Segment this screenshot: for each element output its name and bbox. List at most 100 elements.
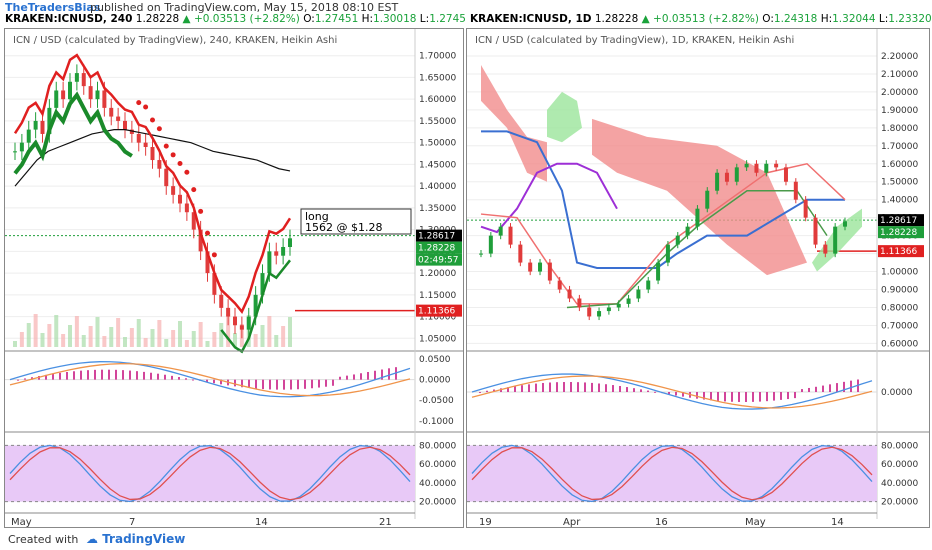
macd-histogram-bar [73,371,75,380]
timer-label: 02:49:57 [418,256,458,266]
candle-body [267,251,272,274]
stoch-y-tick: 20.0000 [419,498,456,508]
volume-bar [157,320,162,347]
right-symbol-line: KRAKEN:ICNUSD, 1D 1.28228 ▲ +0.03513 (+2… [470,13,932,27]
volume-bar [260,325,265,347]
macd-histogram-bar [626,387,628,392]
volume-bar [267,316,272,347]
candle-body [734,167,739,182]
candle-body [843,221,847,227]
candle-body [102,90,107,108]
macd-histogram-bar [822,385,824,392]
macd-histogram-bar [311,379,313,389]
left-chart-svg[interactable]: ICN / USD (calculated by TradingView), 2… [5,29,463,527]
candle-body [597,311,602,317]
candle-body [813,217,818,245]
macd-histogram-bar [542,382,544,392]
y-tick-label: 0.70000 [881,321,918,331]
candle-body [13,151,17,153]
last-price-label: 1.28617 [418,232,455,242]
macd-histogram-bar [80,370,82,380]
volume-bar [226,314,231,347]
candle-body [685,226,690,236]
macd-histogram-bar [66,371,68,380]
last-price-flag [878,214,924,227]
macd-histogram-bar [213,379,215,384]
macd-histogram-bar [843,381,845,392]
position-annotation-box[interactable] [300,208,412,235]
volume-bar [13,341,17,347]
macd-histogram-bar [591,382,593,392]
macd-histogram-bar [731,392,733,402]
left-price-pane[interactable] [5,29,415,351]
kijun-sen-blue [481,130,845,269]
candle-body [764,163,769,173]
right-chart-svg[interactable]: ICN / USD (calculated by TradingView), 1… [467,29,929,527]
stoch-y-tick: 40.0000 [419,479,456,489]
candle-body [636,289,641,299]
candle-body [123,120,127,130]
candle-body [518,244,523,263]
candle-body [793,181,798,200]
y-tick-label: 1.40000 [881,196,918,206]
candle-body [246,316,251,330]
right-candles [479,160,847,321]
x-tick-label: 14 [831,517,844,527]
y-tick-label: 0.60000 [881,339,918,349]
candle-body [587,307,592,317]
left-indicators [13,53,292,354]
right-chart-panel[interactable]: ICN / USD (calculated by TradingView), 1… [466,28,930,528]
close-price-flag [416,241,462,254]
macd-y-tick: -0.1000 [419,417,454,427]
candle-body [54,90,59,108]
macd-histogram-bar [605,384,607,392]
volume-bar [205,341,210,347]
candle-body [616,303,621,308]
y-tick-label: 1.40000 [419,182,456,192]
macd-histogram-bar [304,379,306,389]
y-tick-label: 1.55000 [419,117,456,127]
macd-histogram-bar [122,370,124,380]
candle-body [705,190,710,209]
volume-bar [109,327,114,347]
candle-body [88,86,93,100]
macd-histogram-bar [696,392,698,399]
macd-histogram-bar [717,392,719,401]
y-tick-label: 1.45000 [419,160,456,170]
candle-body [184,203,189,213]
supertrend-green-recent [220,259,291,354]
left-symbol-line: KRAKEN:ICNUSD, 240 1.28228 ▲ +0.03513 (+… [5,13,466,27]
stoch-y-tick: 60.0000 [419,460,456,470]
macd-histogram-bar [682,392,684,397]
macd-histogram-bar [640,389,642,392]
right-h-label: H: [820,13,833,25]
candle-body [538,262,543,272]
macd-histogram-bar [654,391,656,393]
publish-info: published on TradingView.com, May 15, 20… [90,1,399,14]
macd-histogram-bar [549,382,551,392]
macd-histogram-bar [45,374,47,380]
candle-body [212,273,217,295]
candle-body [136,133,141,143]
macd-histogram-bar [794,392,796,399]
macd-histogram-bar [570,382,572,392]
macd-histogram-bar [745,392,747,402]
volume-bar [288,317,292,347]
author-name[interactable]: TheTradersBias [5,1,101,14]
cloud-icon: ☁ [86,532,98,546]
macd-histogram-bar [276,379,278,390]
candle-body [81,73,86,87]
volume-bar [281,326,286,347]
left-x-axis: May 7 14 21 [5,512,415,527]
candle-body [508,226,513,245]
supertrend-green [13,91,133,175]
macd-histogram-bar [584,382,586,392]
stoch-y-tick: 40.0000 [881,479,918,489]
left-chart-panel[interactable]: ICN / USD (calculated by TradingView), 2… [4,28,464,528]
y-tick-label: 2.20000 [881,52,918,62]
macd-histogram-bar [318,379,320,388]
macd-histogram-bar [353,374,355,380]
candle-body [567,289,572,299]
psar-dot [191,187,197,193]
tradingview-logo[interactable]: ☁ TradingView [86,532,185,546]
